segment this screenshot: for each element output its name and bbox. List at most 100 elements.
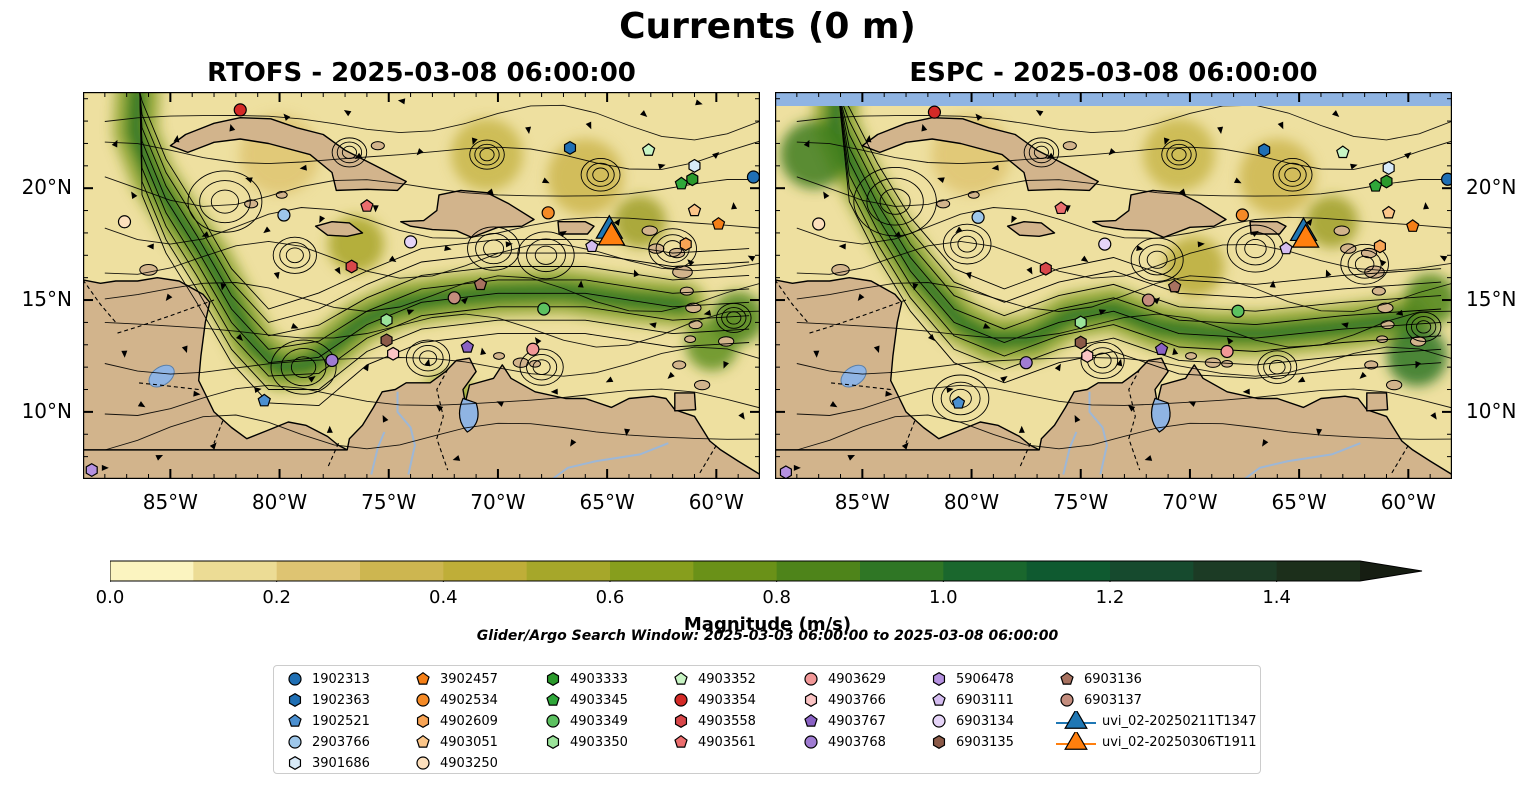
marker-4903561 (1054, 201, 1068, 215)
lat-tick-label-left: 15°N (21, 287, 72, 312)
legend-entry: 1902521 (284, 711, 370, 731)
legend-marker-icon (674, 671, 688, 685)
streamline-arrow (624, 428, 631, 436)
lon-tick-label: 75°W (361, 490, 417, 514)
legend-entry: 4903767 (800, 711, 886, 731)
streamline-arrow (1423, 202, 1430, 210)
streamline-arrow (975, 113, 983, 121)
streamline-arrow (406, 309, 415, 316)
legend-entry: 4903561 (670, 732, 756, 752)
streamline-arrow (847, 454, 856, 461)
streamline-arrow (1415, 361, 1421, 369)
marker-4902609 (1373, 239, 1386, 254)
legend-entry: 4903051 (412, 732, 498, 752)
marker-4902609 (679, 237, 692, 252)
streamline-arrow (1269, 280, 1276, 288)
legend-marker-icon (674, 693, 688, 707)
legend-entry: 4902534 (412, 690, 498, 710)
legend-marker-icon (932, 714, 946, 728)
legend-marker-icon (546, 692, 560, 706)
streamline-arrow (444, 245, 452, 251)
streamline-arrow (1074, 415, 1081, 423)
streamline-arrow (201, 231, 210, 237)
streamline-arrow (813, 350, 820, 358)
marker-3901686 (688, 158, 701, 173)
colorbar-bin (276, 561, 361, 581)
colorbar-label: Magnitude (m/s) (683, 614, 852, 635)
streamline-arrow (101, 464, 109, 471)
streamline-arrow (731, 202, 738, 210)
streamline-arrow (146, 243, 154, 250)
marker-4903629 (526, 342, 540, 356)
lat-tick-label-right: 10°N (1466, 398, 1517, 423)
streamline-arrow (1277, 121, 1284, 130)
legend-marker-icon (288, 672, 302, 686)
streamline-arrow (1325, 269, 1332, 278)
streamline-arrow (793, 464, 801, 471)
streamlines (796, 92, 1452, 451)
streamline-arrow (712, 152, 720, 159)
legend-marker-icon (546, 714, 560, 728)
legend-label: 4903561 (698, 734, 756, 750)
streamline-arrow (471, 137, 478, 146)
marker-4903350 (380, 313, 393, 328)
streamline-arrow (382, 415, 389, 423)
marker-4902534 (1235, 208, 1249, 222)
colorbar-bin (443, 561, 528, 581)
legend-marker-icon (932, 692, 946, 706)
legend-marker-icon (804, 713, 818, 727)
colorbar-bin (860, 561, 944, 581)
colorbar-bin (693, 561, 778, 581)
lake-nicaragua (148, 364, 175, 388)
legend-label: 4903352 (698, 671, 756, 687)
streamline-arrow (245, 177, 253, 184)
streamline-arrow (229, 123, 236, 132)
marker-5906478 (85, 463, 98, 478)
streamline-arrow (927, 333, 936, 341)
legend-entry: 4903349 (542, 711, 628, 731)
marker-4903558 (1039, 261, 1052, 276)
streamline-arrow (965, 271, 972, 280)
marker-6903111 (1279, 241, 1293, 255)
streamline-arrow (1108, 148, 1116, 156)
colorbar-tick-label: 1.2 (1095, 587, 1125, 608)
streamline-arrow (1054, 363, 1061, 372)
marker-4903766 (387, 346, 400, 361)
lon-tick-label: 85°W (834, 490, 890, 514)
streamline-arrow (334, 266, 341, 275)
streamline-arrow (585, 121, 592, 130)
streamline-arrow (667, 371, 675, 379)
marker-1902521 (951, 395, 966, 409)
legend-label: 3901686 (312, 755, 370, 771)
streamline-arrow (1188, 401, 1197, 407)
legend-marker-icon (288, 713, 302, 727)
land-central-america (775, 92, 1040, 451)
colorbar-bin (1110, 561, 1194, 581)
legend-label: 4902534 (440, 692, 498, 708)
marker-6903137 (1141, 293, 1156, 307)
streamline-arrow (121, 350, 128, 358)
streamline-arrow (1000, 376, 1008, 383)
streamline-arrow (893, 231, 902, 237)
map-content (83, 92, 760, 479)
land-masses (775, 92, 1452, 479)
marker-4903349 (537, 302, 551, 316)
lon-tick-label: 65°W (579, 490, 635, 514)
streamline-arrow (687, 259, 695, 267)
lake-maracaibo (1150, 397, 1171, 433)
streamline-arrow (496, 401, 505, 407)
lon-tick-label: 75°W (1053, 490, 1109, 514)
legend-marker-icon (288, 756, 302, 770)
land-central-america (83, 92, 348, 451)
marker-6903136 (1167, 279, 1182, 293)
lon-tick-label: 80°W (943, 490, 1000, 514)
streamline-arrow (1197, 241, 1205, 248)
streamline-arrow (1341, 322, 1349, 329)
legend-marker-icon (804, 693, 818, 707)
land-trinidad (674, 392, 697, 412)
streamline-arrow (747, 255, 756, 262)
marker-4903558 (345, 259, 358, 274)
colorbar-bin (110, 561, 194, 581)
marker-1902363 (1258, 143, 1271, 158)
streamline-arrow (570, 439, 577, 447)
